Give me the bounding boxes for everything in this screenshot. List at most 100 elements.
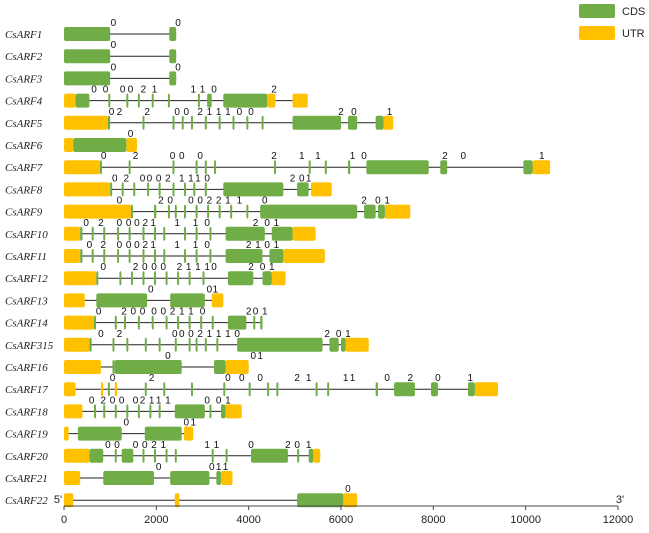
cds-exon — [73, 138, 127, 152]
intron-phase-label: 1 — [350, 151, 356, 162]
intron-phase-label: 2 — [170, 307, 176, 318]
gene-name: CsARF9 — [5, 207, 43, 219]
cds-exon — [262, 271, 272, 286]
intron-phase-label: 0 — [175, 62, 181, 73]
gene-name: CsARF10 — [5, 229, 48, 241]
intron-phase-label: 2 — [124, 173, 130, 184]
gene-name: CsARF13 — [5, 295, 48, 307]
cds-exon — [184, 182, 187, 197]
intron-phase-label: 1 — [149, 395, 155, 406]
intron-phase-label: 0 — [140, 173, 146, 184]
intron-phase-label: 0 — [111, 18, 117, 29]
intron-phase-label: 2 — [144, 107, 150, 118]
cds-exon — [169, 49, 177, 64]
intron-phase-label: 2 — [197, 107, 203, 118]
legend-swatch-cds — [579, 4, 615, 18]
cds-exon — [89, 337, 92, 352]
intron-phase-label: 1 — [152, 85, 158, 96]
cds-exon — [271, 226, 293, 241]
utr-segment — [64, 360, 101, 374]
cds-exon — [110, 182, 113, 197]
cds-exon — [154, 226, 157, 241]
intron-phase-label: 0 — [111, 40, 117, 51]
utr-segment — [383, 115, 394, 130]
intron-phase-label: 2 — [133, 151, 139, 162]
gene-row: CsARF22 0 — [5, 484, 358, 508]
intron-phase-label: 0 — [126, 240, 132, 251]
cds-exon — [174, 337, 177, 352]
utr-segment — [64, 271, 97, 286]
cds-exon — [137, 93, 140, 108]
intron-phase-label: 0 — [147, 173, 153, 184]
cds-exon — [188, 271, 191, 286]
intron-phase-label: 0 — [251, 351, 257, 362]
intron-phase-label: 2 — [248, 262, 254, 273]
intron-phase-label: 1 — [387, 107, 393, 118]
intron-phase-label: 0 — [128, 129, 134, 140]
cds-exon — [209, 226, 212, 241]
intron-phase-label: 1 — [257, 351, 263, 362]
intron-phase-label: 1 — [274, 218, 280, 229]
intron-phase-label: 1 — [150, 240, 156, 251]
intron-phase-label: 1 — [195, 262, 201, 273]
utr-segment — [184, 426, 194, 441]
cds-exon — [167, 204, 170, 219]
intron-phase-label: 1 — [204, 440, 210, 451]
intron-phase-label: 1 — [225, 196, 231, 207]
intron-phase-label: 0 — [160, 307, 166, 318]
cds-exon — [248, 382, 251, 397]
intron-phase-label: 1 — [186, 262, 192, 273]
cds-exon — [190, 382, 193, 397]
intron-phase-label: 0 — [184, 418, 190, 429]
cds-exon — [151, 315, 154, 330]
cds-exon — [64, 71, 111, 86]
cds-exon — [253, 315, 256, 330]
intron-phase-label: 1 — [384, 196, 390, 207]
intron-phase-label: 0 — [200, 307, 206, 318]
cds-exon — [147, 182, 150, 197]
utr-segment — [64, 138, 74, 152]
intron-phase-label: 1 — [179, 307, 185, 318]
cds-exon — [440, 160, 448, 175]
gene-name: CsARF1 — [5, 29, 42, 41]
cds-exon — [169, 71, 177, 86]
intron-phase-label: 0 — [237, 107, 243, 118]
intron-phase-label: 0 — [204, 173, 210, 184]
intron-phase-label: 1 — [343, 373, 349, 384]
intron-phase-label: 1 — [165, 395, 171, 406]
cds-exon — [126, 337, 129, 352]
cds-exon — [75, 93, 90, 108]
cds-exon — [223, 93, 268, 108]
cds-exon — [184, 226, 187, 241]
cds-exon — [142, 226, 145, 241]
intron-phase-label: 0 — [384, 373, 390, 384]
utr-segment — [64, 160, 101, 175]
intron-phase-label: 0 — [105, 440, 111, 451]
intron-phase-label: 1 — [207, 329, 213, 340]
cds-exon — [163, 226, 166, 241]
gene-name: CsARF4 — [5, 96, 43, 108]
intron-phase-label: 2 — [98, 218, 104, 229]
intron-phase-label: 1 — [179, 173, 185, 184]
intron-phase-label: 1 — [195, 173, 201, 184]
intron-phase-label: 0 — [89, 395, 95, 406]
utr-segment — [292, 93, 308, 108]
cds-exon — [114, 404, 117, 419]
cds-exon — [220, 404, 226, 419]
cds-exon — [165, 315, 168, 330]
gene-name: CsARF17 — [5, 384, 48, 396]
cds-exon — [216, 337, 219, 352]
utr-segment — [64, 471, 81, 485]
intron-phase-label: 1 — [225, 395, 231, 406]
intron-phase-label: 0 — [133, 440, 139, 451]
intron-phase-label: 0 — [204, 395, 210, 406]
gene-name: CsARF5 — [5, 118, 43, 130]
cds-exon — [128, 226, 131, 241]
intron-phase-label: 0 — [336, 329, 342, 340]
gene-name: CsARF22 — [5, 495, 48, 507]
cds-exon — [211, 448, 214, 463]
